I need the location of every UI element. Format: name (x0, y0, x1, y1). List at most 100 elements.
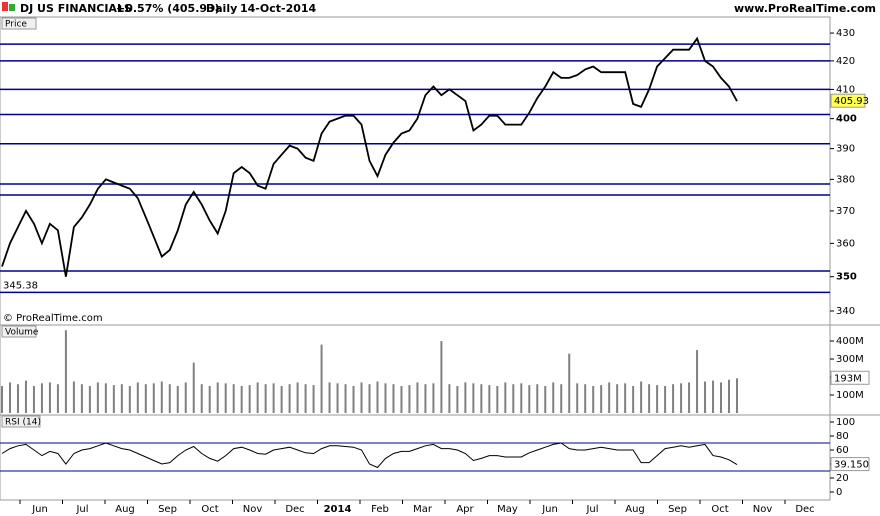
last-value-box (830, 457, 870, 472)
y-tick-label: 370 (836, 206, 855, 217)
x-tick-label: Aug (625, 504, 645, 515)
volume-bar (64, 330, 67, 413)
x-tick-label: Sep (158, 504, 177, 515)
volume-bar (576, 383, 579, 413)
volume-bar (120, 384, 123, 413)
date: 14-Oct-2014 (240, 2, 317, 15)
x-tick-label: Apr (456, 504, 474, 515)
volume-bar (1, 386, 3, 413)
volume-bar (680, 383, 683, 413)
volume-bar (176, 386, 179, 413)
y-tick-label: 80 (836, 431, 849, 442)
x-tick-label: Dec (795, 504, 814, 515)
volume-bar (656, 385, 659, 413)
instrument-name: DJ US FINANCIALS (20, 2, 132, 15)
volume-bar (632, 386, 635, 413)
volume-bar (560, 384, 563, 413)
volume-bar (496, 386, 499, 413)
volume-bar (440, 341, 443, 413)
last-value-box (830, 370, 870, 385)
volume-bar (144, 384, 147, 413)
volume-bar (640, 381, 643, 413)
volume-bar (544, 386, 547, 413)
y-tick-label: 420 (836, 56, 855, 67)
volume-bar (328, 382, 331, 413)
panel-title: Volume (5, 328, 39, 338)
volume-bar (712, 380, 715, 413)
volume-bar (112, 385, 115, 413)
volume-bar (344, 384, 347, 413)
volume-bar (96, 382, 99, 413)
volume-bar (384, 383, 387, 413)
copyright: © ProRealTime.com (3, 313, 103, 324)
last-value-label: 193M (834, 373, 862, 384)
volume-bar (16, 384, 19, 413)
volume-bar (256, 382, 259, 413)
volume-bar (528, 385, 531, 413)
volume-bar (352, 386, 355, 413)
volume-bar (664, 386, 667, 413)
volume-bar (552, 382, 555, 413)
volume-bar (160, 381, 163, 413)
y-tick-label: 350 (836, 272, 857, 283)
x-tick-label: Feb (371, 504, 389, 515)
y-tick-label: 0 (836, 487, 842, 498)
x-tick-label: Mar (413, 504, 433, 515)
volume-bar (448, 384, 451, 413)
logo-icon (9, 4, 15, 11)
volume-bar (360, 382, 363, 413)
series-line (1, 36, 738, 277)
volume-bar (648, 384, 651, 413)
volume-bar (272, 383, 275, 413)
panel-title-box (1, 325, 37, 338)
volume-bar (56, 384, 59, 413)
volume-bar (232, 384, 235, 413)
y-tick-label: 390 (836, 144, 855, 155)
volume-bar (696, 350, 699, 413)
y-tick-label: 100M (836, 390, 864, 401)
volume-bar (216, 382, 219, 413)
volume-bar (736, 378, 738, 413)
x-tick-label: 2014 (324, 504, 352, 515)
volume-bar (704, 381, 707, 413)
volume-bar (488, 385, 491, 413)
y-tick-label: 380 (836, 174, 855, 185)
volume-bar (40, 383, 43, 413)
y-tick-label: 360 (836, 238, 855, 249)
volume-bar (8, 382, 11, 413)
volume-bar (472, 383, 475, 413)
volume-bar (728, 379, 731, 413)
x-tick-label: Oct (201, 504, 218, 515)
volume-bar (80, 384, 83, 413)
volume-bar (504, 382, 507, 413)
volume-bar (24, 380, 27, 413)
volume-bar (128, 386, 131, 413)
volume-bar (168, 384, 171, 413)
volume-bar (320, 344, 323, 413)
y-tick-label: 410 (836, 84, 855, 95)
volume-bar (432, 383, 435, 413)
y-tick-label: 20 (836, 473, 849, 484)
volume-bar (296, 382, 299, 413)
volume-bar (456, 386, 459, 413)
x-tick-label: May (497, 504, 518, 515)
last-value-box (830, 93, 866, 108)
volume-bar (304, 384, 307, 413)
volume-bar (512, 384, 515, 413)
x-tick-label: Oct (711, 504, 728, 515)
level-label: 345.38 (3, 280, 38, 291)
x-tick-label: Jul (75, 504, 88, 515)
volume-bar (152, 383, 155, 413)
volume-bar (688, 382, 691, 413)
volume-bar (104, 383, 107, 413)
volume-bar (312, 385, 315, 413)
volume-bar (424, 384, 427, 413)
y-tick-label: 300M (836, 354, 864, 365)
volume-bar (480, 384, 483, 413)
volume-bar (520, 383, 523, 413)
volume-bar (240, 386, 243, 413)
volume-bar (136, 382, 139, 413)
volume-bar (720, 382, 723, 413)
